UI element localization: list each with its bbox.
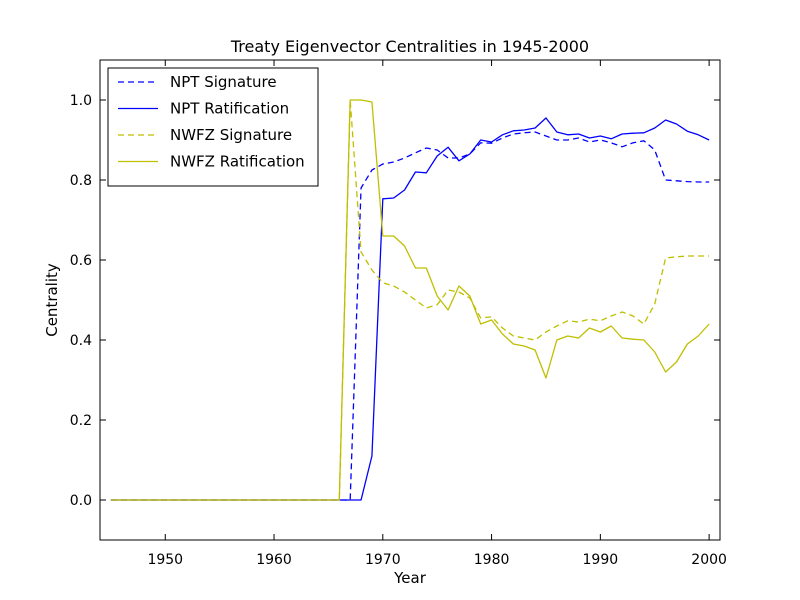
y-axis: 0.0 0.2 0.4 0.6 0.8 1.0 [70,93,720,509]
chart-title: Treaty Eigenvector Centralities in 1945-… [230,37,589,56]
y-tick-label: 1.0 [70,93,92,109]
plot-area [110,99,710,501]
legend-label: NWFZ Ratification [170,153,305,171]
series-line-nwfz-ratification [110,99,710,501]
plot-frame [99,59,721,541]
legend-label: NPT Ratification [170,100,289,118]
legend-label: NWFZ Signature [170,126,292,144]
x-tick-label: 1960 [256,552,292,568]
y-tick-label: 0.6 [70,253,92,269]
x-tick-label: 2000 [691,552,727,568]
x-tick-label: 1970 [365,552,401,568]
y-tick-label: 0.8 [70,173,92,189]
x-axis: 1950 1960 1970 1980 1990 2000 [147,60,727,568]
y-tick-label: 0.2 [70,413,92,429]
y-tick-label: 0.0 [70,493,92,509]
legend-label: NPT Signature [170,73,277,91]
x-tick-label: 1950 [147,552,183,568]
x-tick-label: 1980 [474,552,510,568]
x-tick-label: 1990 [583,552,619,568]
series-line-npt-signature [110,131,710,501]
y-axis-label: Centrality [43,263,61,337]
legend: NPT Signature NPT Ratification NWFZ Signat… [107,67,319,187]
x-axis-label: Year [393,569,427,587]
y-tick-label: 0.4 [70,333,92,349]
legend-box [107,67,319,187]
